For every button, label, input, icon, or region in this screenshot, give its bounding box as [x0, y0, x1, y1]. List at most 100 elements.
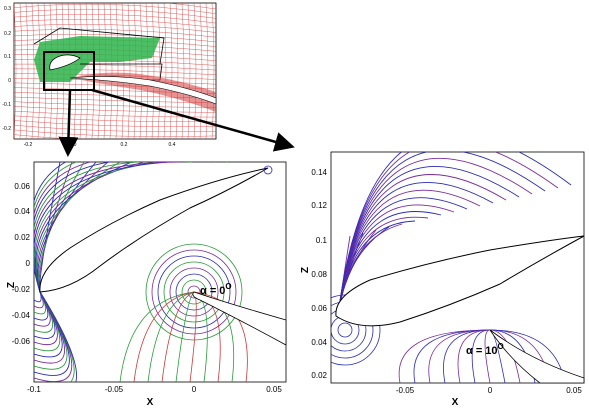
mesh-line-v: [151, 3, 155, 139]
streamline-upper: [34, 162, 181, 293]
streamline-lower: [457, 329, 491, 383]
streamline-gap: [147, 291, 195, 382]
right-ytick-5: 0.04: [311, 338, 327, 347]
mesh-line-h: [14, 120, 216, 127]
mesh-line-h: [14, 139, 216, 146]
right-xtick-1: 0: [488, 386, 493, 395]
streamline-loop: [187, 285, 201, 299]
left-streamlines: [34, 162, 248, 382]
mesh-line-v: [181, 3, 185, 139]
top-ytick-0: 0.3: [4, 6, 11, 12]
mesh-line-v: [163, 3, 167, 139]
mesh-line-h: [14, 24, 216, 33]
left-contour-panel: α = 0O 0.06 0.04 0.02 0 -0.02 -0.04 -0.0…: [6, 161, 287, 408]
right-contour-panel: α = 10O 0.14 0.12 0.1 0.08 0.06 0.04 0.0…: [300, 151, 585, 408]
right-xtick-2: 0.05: [566, 386, 582, 395]
streamline-upper: [337, 152, 572, 317]
streamline-gap: [133, 291, 195, 382]
streamline-loop: [175, 273, 213, 311]
mesh-line-v: [139, 3, 143, 139]
mesh-line-v: [127, 3, 131, 139]
streamline-loop: [145, 243, 243, 341]
mesh-line-v: [199, 3, 203, 139]
zoom-arrow-left: [58, 89, 79, 157]
mesh-line-v: [133, 3, 137, 139]
mesh-line-h: [14, 115, 216, 123]
streamline-lower: [443, 329, 491, 383]
streamline-lower: [39, 291, 77, 382]
top-xtick-0: -0.2: [24, 142, 33, 148]
top-ytick-5: -0.2: [2, 126, 11, 132]
top-ytick-1: 0.2: [4, 31, 11, 37]
streamline-upper: [34, 162, 192, 293]
streamline-upper: [34, 162, 216, 293]
mesh-line-h: [14, 134, 73, 139]
mesh-line-v: [97, 3, 101, 139]
streamline-upper: [34, 162, 228, 293]
mesh-line-h: [14, 3, 216, 10]
right-xtick-0: -0.05: [396, 386, 415, 395]
streamline-loop: [169, 267, 219, 317]
left-alpha-label: α = 0O: [200, 282, 232, 297]
top-flap-element: [69, 76, 217, 105]
streamline-gap: [161, 291, 195, 382]
mesh-line-v: [109, 3, 113, 139]
right-ytick-6: 0.02: [311, 371, 327, 380]
streamline-gap: [119, 291, 195, 382]
streamline-loop: [157, 255, 231, 329]
right-ytick-2: 0.1: [316, 236, 328, 245]
left-ytick-0: 0.06: [14, 182, 30, 191]
left-xtick-3: 0.05: [266, 385, 282, 394]
left-xtick-1: -0.05: [105, 385, 124, 394]
streamline-gap: [193, 291, 235, 382]
mesh-line-h: [14, 19, 216, 28]
mesh-line-h: [14, 101, 216, 108]
right-ytick-0: 0.14: [311, 168, 327, 177]
right-ylabel: Z: [300, 267, 311, 273]
mesh-line-h: [14, 129, 216, 137]
streamline-loop: [181, 279, 207, 305]
mesh-line-v: [14, 3, 17, 139]
top-ytick-4: -0.1: [2, 102, 11, 108]
left-flap: [192, 291, 287, 346]
top-ytick-2: 0.1: [4, 54, 11, 60]
right-main-airfoil: [335, 235, 585, 327]
streamline-upper: [34, 162, 204, 293]
mesh-line-h: [14, 29, 216, 38]
right-ytick-3: 0.08: [311, 270, 327, 279]
mesh-line-v: [85, 3, 89, 139]
mesh-line-v: [19, 3, 23, 139]
mesh-line-h: [14, 106, 216, 113]
mesh-line-v: [193, 3, 197, 139]
left-xtick-0: -0.1: [27, 385, 41, 394]
mesh-line-v: [175, 3, 179, 139]
streamline-upper: [34, 162, 240, 293]
left-ytick-5: -0.04: [12, 311, 31, 320]
left-xtick-2: 0: [192, 385, 197, 394]
top-xtick-1: 0: [74, 142, 77, 148]
left-ytick-3: 0: [26, 259, 31, 268]
mesh-line-v: [79, 3, 83, 139]
streamline-lower: [471, 329, 491, 383]
zoom-arrow-right: [91, 88, 295, 152]
right-alpha-label: α = 10O: [466, 342, 504, 357]
top-ytick-3: 0: [8, 78, 11, 84]
top-mesh-panel: 0.3 0.2 0.1 0 -0.1 -0.2 -0.2 0 0.2 0.4: [2, 2, 217, 148]
streamline-loop: [151, 249, 237, 335]
left-ytick-6: -0.06: [12, 337, 31, 346]
right-ytick-4: 0.06: [311, 304, 327, 313]
left-ytick-2: 0.02: [14, 233, 30, 242]
top-green-region: [34, 36, 160, 82]
streamline-loop: [163, 261, 225, 323]
mesh-line-v: [103, 3, 107, 139]
right-flap: [489, 329, 585, 384]
top-main-element: [49, 54, 81, 71]
mesh-line-h: [14, 125, 216, 132]
streamline-loop: [337, 322, 353, 338]
left-main-airfoil: [39, 167, 269, 293]
left-trailing-edge-vortex: [263, 165, 273, 175]
left-ytick-1: 0.04: [14, 207, 30, 216]
left-ylabel: Z: [6, 282, 17, 288]
mesh-line-h: [14, 3, 216, 14]
